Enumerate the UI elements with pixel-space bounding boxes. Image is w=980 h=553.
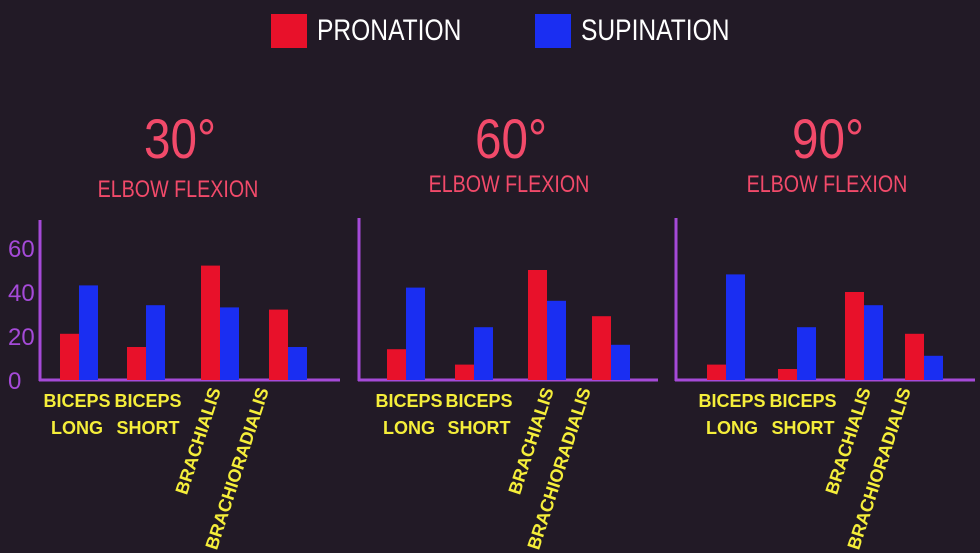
legend: PRONATION SUPINATION [0,14,980,54]
panel-1-ytick-2: 40 [8,280,35,307]
panel-2-category-label-0: BICEPS LONG [375,391,442,438]
legend-item-supination: SUPINATION [535,14,762,48]
panel-2-subtitle: ELBOW FLEXION [428,171,590,198]
legend-label-supination: SUPINATION [581,14,730,47]
panel-1-bar-supination-2 [220,307,239,380]
panel-1-category-label-1: BICEPS SHORT [114,391,181,438]
panel-1-angle: 30° [144,107,216,170]
panel-2-bar-pronation-2 [528,270,547,380]
panel-3-bar-supination-0 [726,274,745,380]
panel-1-bar-supination-1 [146,305,165,380]
panel-1-ytick-0: 0 [8,368,21,395]
panel-1-category-label-0: BICEPS LONG [43,391,110,438]
panel-2-bar-pronation-1 [455,364,474,380]
panel-1-ytick-1: 20 [8,324,35,351]
panel-2-bar-supination-3 [611,344,630,380]
panel-2-bar-pronation-0 [387,349,406,380]
panel-3-bar-supination-2 [864,305,883,380]
panel-3-subtitle: ELBOW FLEXION [746,171,908,198]
legend-item-pronation: PRONATION [271,14,493,48]
panel-2-bar-pronation-3 [592,316,611,380]
legend-swatch-supination [535,14,571,48]
panel-2-bar-supination-1 [474,327,493,380]
panel-3-bar-supination-3 [924,355,943,380]
legend-label-pronation: PRONATION [317,14,462,47]
panel-1-bar-pronation-0 [60,333,79,380]
panel-1-bar-supination-0 [79,285,98,380]
panel-2-category-label-1: BICEPS SHORT [445,391,512,438]
panel-1-bar-pronation-2 [201,265,220,380]
panel-1-subtitle: ELBOW FLEXION [97,176,259,203]
panel-3-bar-pronation-3 [905,333,924,380]
panel-3-bar-pronation-0 [707,364,726,380]
panel-1-bar-pronation-3 [269,309,288,380]
panel-1-ytick-3: 60 [8,236,35,263]
panel-1-bar-supination-3 [288,347,307,380]
panel-3-category-label-0: BICEPS LONG [698,391,765,438]
panel-2-angle: 60° [475,107,547,170]
panel-3-angle: 90° [792,107,864,170]
panel-2-bar-supination-0 [406,287,425,380]
panel-1-bar-pronation-1 [127,347,146,380]
legend-swatch-pronation [271,14,307,48]
panel-3-bar-pronation-2 [845,292,864,380]
panel-3-bar-pronation-1 [778,369,797,380]
panel-3-category-label-1: BICEPS SHORT [769,391,836,438]
panel-2-bar-supination-2 [547,300,566,380]
panel-3-bar-supination-1 [797,327,816,380]
